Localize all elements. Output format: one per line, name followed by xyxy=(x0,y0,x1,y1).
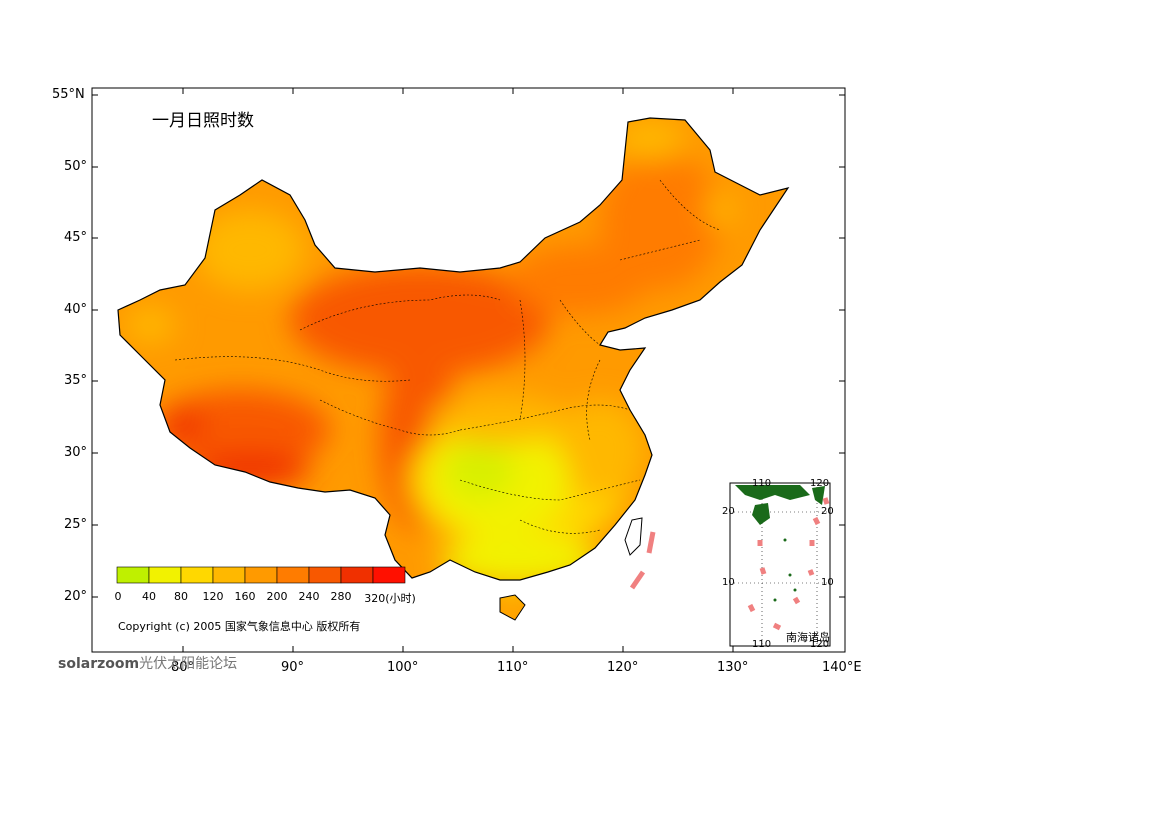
legend-tick-80: 80 xyxy=(174,590,188,603)
legend-tick-160: 160 xyxy=(234,590,256,603)
china-boundary xyxy=(117,117,790,621)
legend-swatch-5 xyxy=(276,566,310,584)
map-title: 一月日照时数 xyxy=(152,111,254,131)
legend-tick-40: 40 xyxy=(142,590,156,603)
lon-label-110: 110° xyxy=(497,660,529,675)
lat-ticks xyxy=(92,94,845,598)
legend-tick-280: 280 xyxy=(330,590,352,603)
inset-islands xyxy=(735,485,825,602)
inset-lat-right-10: 10 xyxy=(821,577,834,588)
lat-label-40: 40° xyxy=(64,302,88,317)
lat-label-55: 55°N xyxy=(52,87,85,102)
inset-title: 南海诸岛 xyxy=(786,631,830,644)
legend-tick-0: 0 xyxy=(114,590,122,603)
inset-lat-left-10: 10 xyxy=(722,577,735,588)
lat-label-20: 20° xyxy=(64,589,88,604)
lon-label-90: 90° xyxy=(281,660,305,675)
lat-label-30: 30° xyxy=(64,445,88,460)
legend-swatch-3 xyxy=(212,566,246,584)
inset-lon-bottom-110: 110 xyxy=(752,639,772,650)
inset-lon-bottom-120: 120 xyxy=(810,639,830,650)
legend-swatch-8 xyxy=(372,566,406,584)
sea-boundary-dashes xyxy=(629,531,656,590)
inset-lon-top-110: 110 xyxy=(752,478,772,489)
watermark: solarzoom光伏太阳能论坛 xyxy=(58,653,237,673)
south-china-sea-inset xyxy=(729,482,831,647)
legend-swatch-1 xyxy=(148,566,182,584)
lon-label-140: 140°E xyxy=(822,660,862,675)
legend-swatch-4 xyxy=(244,566,278,584)
copyright-text: Copyright (c) 2005 国家气象信息中心 版权所有 xyxy=(118,620,361,633)
legend-swatch-6 xyxy=(308,566,342,584)
inset-lon-top-120: 120 xyxy=(810,478,830,489)
inset-dashes xyxy=(747,497,830,631)
lat-label-25: 25° xyxy=(64,517,88,532)
lat-label-45: 45° xyxy=(64,230,88,245)
legend-swatch-0 xyxy=(116,566,150,584)
inset-lat-left-20: 20 xyxy=(722,506,735,517)
inset-lat-right-20: 20 xyxy=(821,506,834,517)
lon-ticks xyxy=(182,88,734,652)
watermark-brand: solarzoom xyxy=(58,656,140,672)
lon-label-130: 130° xyxy=(717,660,749,675)
legend-swatch-2 xyxy=(180,566,214,584)
legend-tick-240: 240 xyxy=(298,590,320,603)
legend-tick-320: 320(小时) xyxy=(364,592,416,605)
lat-label-35: 35° xyxy=(64,373,88,388)
lon-label-120: 120° xyxy=(607,660,639,675)
watermark-text: 光伏太阳能论坛 xyxy=(139,656,238,672)
lat-label-50: 50° xyxy=(64,159,88,174)
legend-swatch-7 xyxy=(340,566,374,584)
legend-tick-120: 120 xyxy=(202,590,224,603)
lon-label-100: 100° xyxy=(387,660,419,675)
legend-colorbar xyxy=(116,566,406,584)
legend-tick-200: 200 xyxy=(266,590,288,603)
lon-label-80: 80° xyxy=(171,660,195,675)
inset-grid xyxy=(730,483,830,646)
